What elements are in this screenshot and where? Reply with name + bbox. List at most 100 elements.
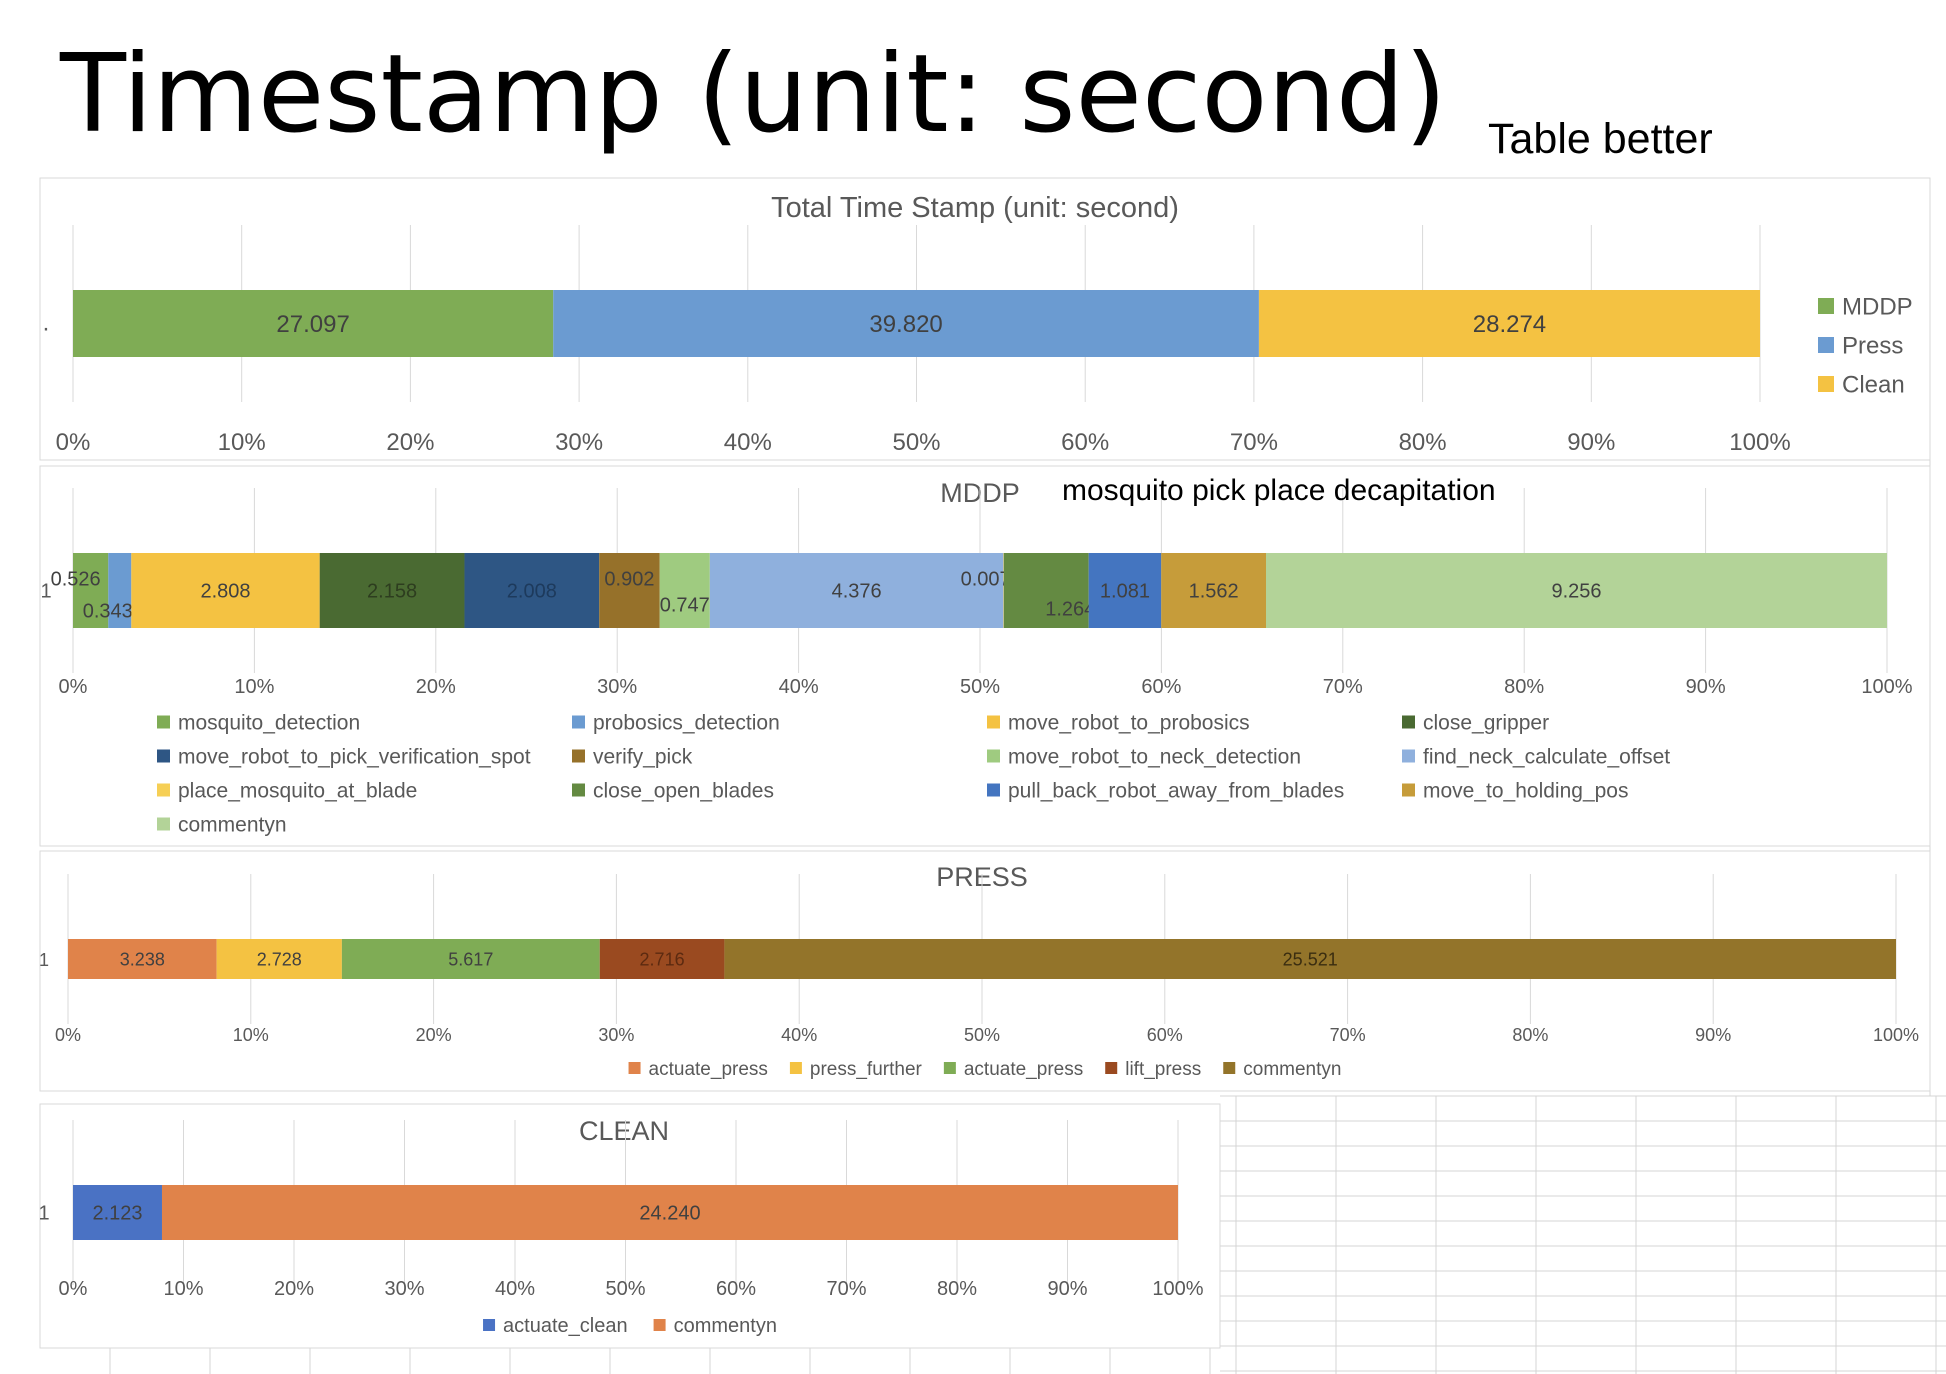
x-tick-label: 80%: [937, 1278, 977, 1300]
legend-entry: find_neck_calculate_offset: [1423, 746, 1670, 769]
data-label: 2.123: [92, 1203, 142, 1225]
x-tick-label: 0%: [59, 1278, 88, 1300]
legend-swatch: [157, 783, 170, 797]
bar-segment: [659, 553, 710, 628]
x-tick-label: 100%: [1873, 1025, 1919, 1045]
legend-entry: lift_press: [1125, 1059, 1201, 1080]
category-label: 1: [39, 950, 49, 970]
legend-entry: Clean: [1842, 372, 1905, 399]
bar-segment: [599, 553, 660, 628]
legend-swatch: [987, 783, 1000, 797]
data-label: 1.562: [1189, 581, 1239, 603]
bar-segment: [1161, 553, 1267, 628]
bar-segment: [724, 939, 1896, 979]
x-tick-label: 70%: [1323, 676, 1363, 698]
bar-segment: [161, 1185, 1179, 1240]
bar-segment: [464, 553, 600, 628]
legend-entry: probosics_detection: [593, 712, 780, 735]
data-label: 0.526: [51, 569, 101, 591]
x-tick-label: 10%: [218, 429, 266, 456]
data-label: 9.256: [1551, 581, 1601, 603]
x-tick-label: 80%: [1504, 676, 1544, 698]
x-tick-label: 90%: [1567, 429, 1615, 456]
bar-segment: [131, 553, 320, 628]
data-label: 2.008: [507, 581, 557, 603]
x-tick-label: 20%: [416, 676, 456, 698]
x-tick-label: 80%: [1399, 429, 1447, 456]
bar-segment: [319, 553, 465, 628]
data-label: 0.747: [660, 595, 710, 617]
x-tick-label: 50%: [960, 676, 1000, 698]
data-label: 1.264: [1045, 599, 1095, 621]
x-tick-label: 10%: [163, 1278, 203, 1300]
x-tick-label: 90%: [1695, 1025, 1731, 1045]
data-label: 4.376: [832, 581, 882, 603]
legend-swatch: [628, 1062, 641, 1074]
data-label: 28.274: [1473, 311, 1546, 338]
legend-swatch: [572, 783, 585, 797]
side-note: Table better: [1488, 115, 1713, 163]
legend-swatch: [1223, 1062, 1236, 1074]
legend-swatch: [789, 1062, 802, 1074]
x-tick-label: 100%: [1729, 429, 1790, 456]
bar-segment: [216, 939, 342, 979]
bar-segment: [553, 290, 1259, 357]
legend-entry: place_mosquito_at_blade: [178, 780, 417, 803]
legend-entry: move_robot_to_probosics: [1008, 712, 1250, 735]
legend-entry: move_to_holding_pos: [1423, 780, 1629, 803]
data-label: 27.097: [276, 311, 349, 338]
bar-segment: [1258, 290, 1760, 357]
bar-segment: [73, 290, 554, 357]
x-tick-label: 70%: [1330, 1025, 1366, 1045]
x-tick-label: 40%: [724, 429, 772, 456]
legend-entry: close_gripper: [1423, 712, 1549, 735]
x-tick-label: 0%: [55, 1025, 81, 1045]
data-label: 1.081: [1100, 581, 1150, 603]
legend-swatch: [1402, 783, 1415, 797]
legend-swatch: [157, 817, 170, 831]
data-label: 0.902: [604, 569, 654, 591]
x-tick-label: 10%: [234, 676, 274, 698]
x-tick-label: 40%: [779, 676, 819, 698]
x-tick-label: 80%: [1512, 1025, 1548, 1045]
legend-swatch: [157, 749, 170, 763]
x-tick-label: 30%: [555, 429, 603, 456]
bar-segment: [1266, 553, 1887, 628]
chart-title: Total Time Stamp (unit: second): [771, 192, 1179, 224]
data-label: 2.728: [257, 949, 302, 969]
legend-swatch: [987, 715, 1000, 729]
bar-segment: [73, 1185, 162, 1240]
legend-entry: actuate_clean: [503, 1315, 628, 1337]
legend-swatch: [572, 749, 585, 763]
x-tick-label: 30%: [597, 676, 637, 698]
x-tick-label: 30%: [598, 1025, 634, 1045]
legend-entry: MDDP: [1842, 294, 1913, 321]
x-tick-label: 70%: [1230, 429, 1278, 456]
legend-swatch: [1402, 749, 1415, 763]
x-tick-label: 20%: [416, 1025, 452, 1045]
bar-segment: [709, 553, 1004, 628]
x-tick-label: 60%: [1141, 676, 1181, 698]
legend-swatch: [572, 715, 585, 729]
legend-entry: Press: [1842, 333, 1903, 360]
category-label: 1: [38, 1203, 49, 1225]
legend-entry: commentyn: [178, 814, 287, 837]
legend-entry: mosquito_detection: [178, 712, 360, 735]
x-tick-label: 50%: [605, 1278, 645, 1300]
x-tick-label: 50%: [964, 1025, 1000, 1045]
data-label: 3.238: [120, 949, 165, 969]
legend-entry: actuate_press: [649, 1059, 768, 1080]
x-tick-label: 0%: [56, 429, 91, 456]
legend-entry: actuate_press: [964, 1059, 1083, 1080]
x-tick-label: 100%: [1152, 1278, 1203, 1300]
legend-entry: verify_pick: [593, 746, 693, 769]
x-tick-label: 90%: [1047, 1278, 1087, 1300]
x-tick-label: 10%: [233, 1025, 269, 1045]
bar-segment: [68, 939, 217, 979]
bar-segment: [599, 939, 725, 979]
